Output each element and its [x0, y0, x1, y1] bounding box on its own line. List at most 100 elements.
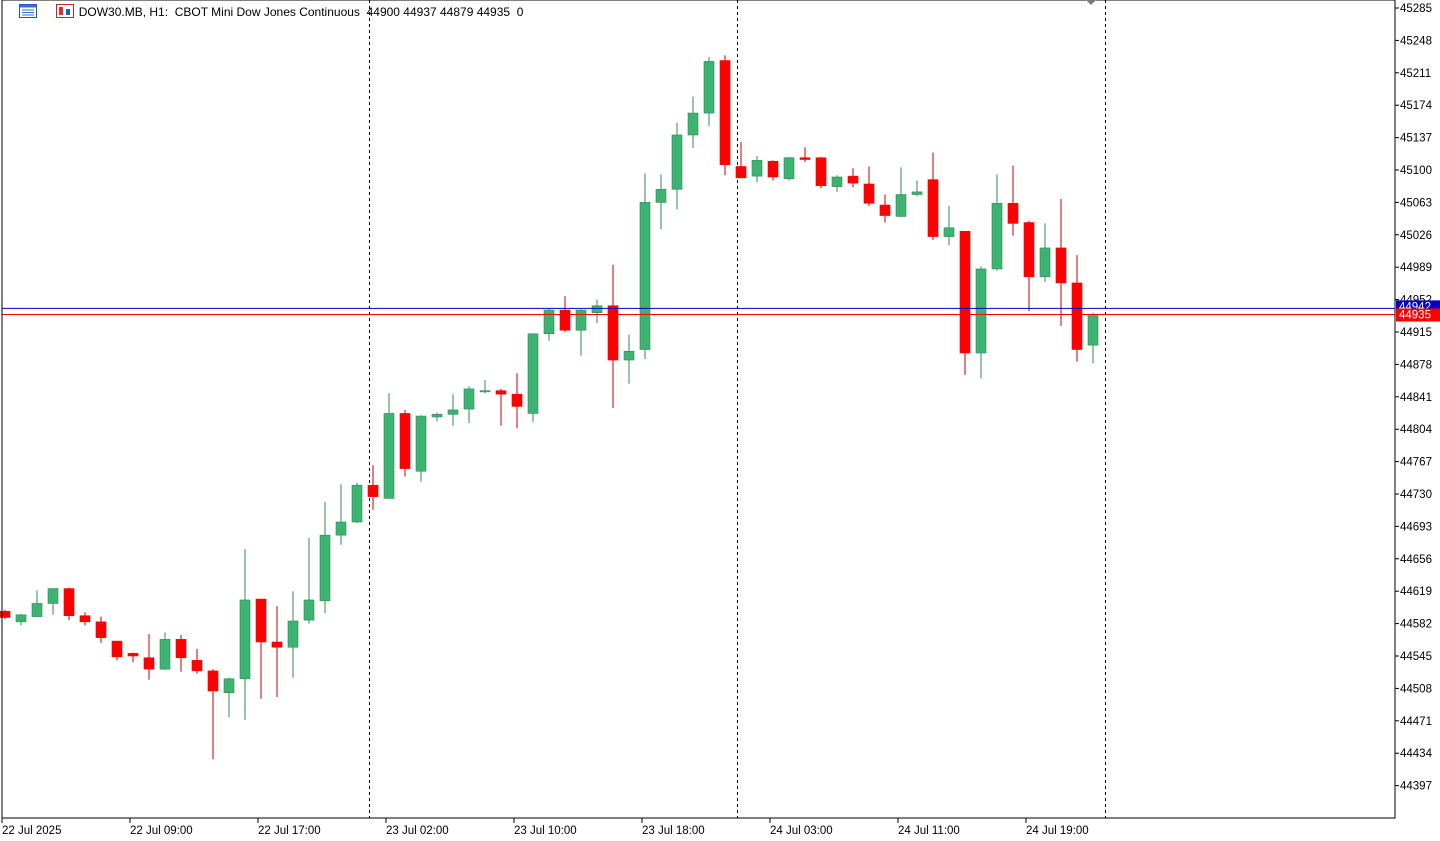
time-axis[interactable]: 22 Jul 2025 22 Jul 09:00 22 Jul 17:00 23 Ju… [1, 818, 1089, 837]
volume-value: 0 [516, 5, 524, 19]
bear-candle [959, 230, 971, 375]
price-lines [2, 307, 1395, 315]
candle-body [943, 227, 955, 237]
bull-candle [991, 174, 1003, 271]
time-tick-label: 23 Jul 18:00 [642, 825, 705, 837]
candle-body [399, 413, 411, 469]
bear-candle [79, 612, 91, 626]
candle-body [79, 615, 91, 623]
bull-candle [303, 537, 315, 624]
bull-candle [1039, 223, 1051, 283]
candle-body [607, 305, 619, 361]
time-tick-label: 24 Jul 11:00 [898, 825, 960, 837]
price-tick-label: 44730 [1400, 489, 1432, 501]
candle-body [655, 188, 667, 203]
candle-body [623, 350, 635, 361]
bear-candle [191, 648, 203, 674]
bear-candle [719, 55, 731, 176]
bear-candle [927, 152, 939, 241]
candle-body [383, 413, 395, 499]
bull-candle [543, 308, 555, 341]
candle-body [703, 61, 715, 114]
bull-candle [975, 266, 987, 379]
candle-body [991, 202, 1003, 270]
candle-body [31, 603, 43, 617]
price-tick-label: 44582 [1400, 619, 1432, 631]
bull-candle [335, 484, 347, 545]
candle-body [495, 390, 507, 395]
bull-candle [943, 205, 955, 246]
bear-candle [255, 598, 267, 699]
bull-candle [655, 174, 667, 230]
candle-body [927, 179, 939, 237]
chart-properties-icon[interactable] [42, 0, 74, 35]
price-tick-label: 44804 [1400, 424, 1433, 436]
candle-body [159, 639, 171, 670]
bull-candle [703, 57, 715, 127]
candle-body [191, 660, 203, 672]
candle-body [1039, 247, 1051, 278]
candle-body [303, 599, 315, 621]
price-tick-label: 44656 [1400, 554, 1432, 566]
candle-body [319, 534, 331, 602]
candle-body [591, 305, 603, 314]
bull-candle [223, 677, 235, 718]
bull-candle [319, 501, 331, 614]
candle-body [463, 388, 475, 410]
bull-candle [831, 175, 843, 192]
time-tick-label: 22 Jul 17:00 [258, 825, 321, 837]
candle-body [543, 309, 555, 335]
bear-candle [735, 141, 747, 179]
candle-body [863, 183, 875, 204]
bear-candle [1023, 220, 1035, 311]
candle-body [511, 393, 523, 407]
price-tick-label: 44693 [1400, 521, 1432, 533]
bull-candle [575, 309, 587, 356]
price-tick-label: 44508 [1400, 683, 1432, 695]
bear-candle [847, 168, 859, 188]
price-tick-label: 45137 [1400, 133, 1432, 145]
bear-candle [511, 373, 523, 429]
candle-body [1007, 202, 1019, 224]
time-tick-label: 23 Jul 02:00 [386, 825, 449, 837]
candle-body [527, 333, 539, 414]
candle-body [1023, 222, 1035, 278]
bear-candle [63, 587, 75, 621]
shift-marker-icon[interactable] [1086, 0, 1096, 5]
bull-candle [671, 122, 683, 210]
bull-candle [47, 588, 59, 615]
bull-candle [351, 482, 363, 523]
price-tick-label: 44989 [1400, 262, 1432, 274]
candle-body [559, 309, 571, 331]
candle-body [575, 309, 587, 331]
price-tick-label: 44619 [1400, 586, 1432, 598]
price-tick-label: 45100 [1400, 165, 1432, 177]
candle-body [207, 670, 219, 692]
candle-body [223, 678, 235, 694]
candle-body [111, 640, 123, 658]
bull-candle [287, 591, 299, 678]
chart-header: DOW30.MB, H1: CBOT Mini Dow Jones Contin… [6, 3, 523, 21]
candle-body [431, 414, 443, 418]
time-tick-label: 23 Jul 10:00 [514, 825, 577, 837]
bear-candle [111, 640, 123, 661]
time-tick-label: 22 Jul 2025 [2, 825, 61, 837]
chart-window-icon[interactable] [6, 0, 38, 35]
time-tick-label: 22 Jul 09:00 [130, 825, 193, 837]
symbol-label: DOW30.MB, H1: [78, 5, 169, 19]
bull-candle [415, 415, 427, 482]
bear-candle [815, 156, 827, 189]
bull-candle [751, 155, 763, 183]
candle-body [1087, 314, 1099, 346]
bear-candle [95, 616, 107, 643]
candle-body [639, 202, 651, 350]
bear-candle [607, 264, 619, 409]
bull-candle [639, 173, 651, 360]
bear-candle [863, 166, 875, 206]
ohlc-values: 44900 44937 44879 44935 [366, 5, 511, 19]
bull-candle [31, 590, 43, 617]
price-tick-label: 45026 [1400, 230, 1432, 242]
bear-candle [0, 609, 11, 620]
bear-candle [767, 160, 779, 181]
